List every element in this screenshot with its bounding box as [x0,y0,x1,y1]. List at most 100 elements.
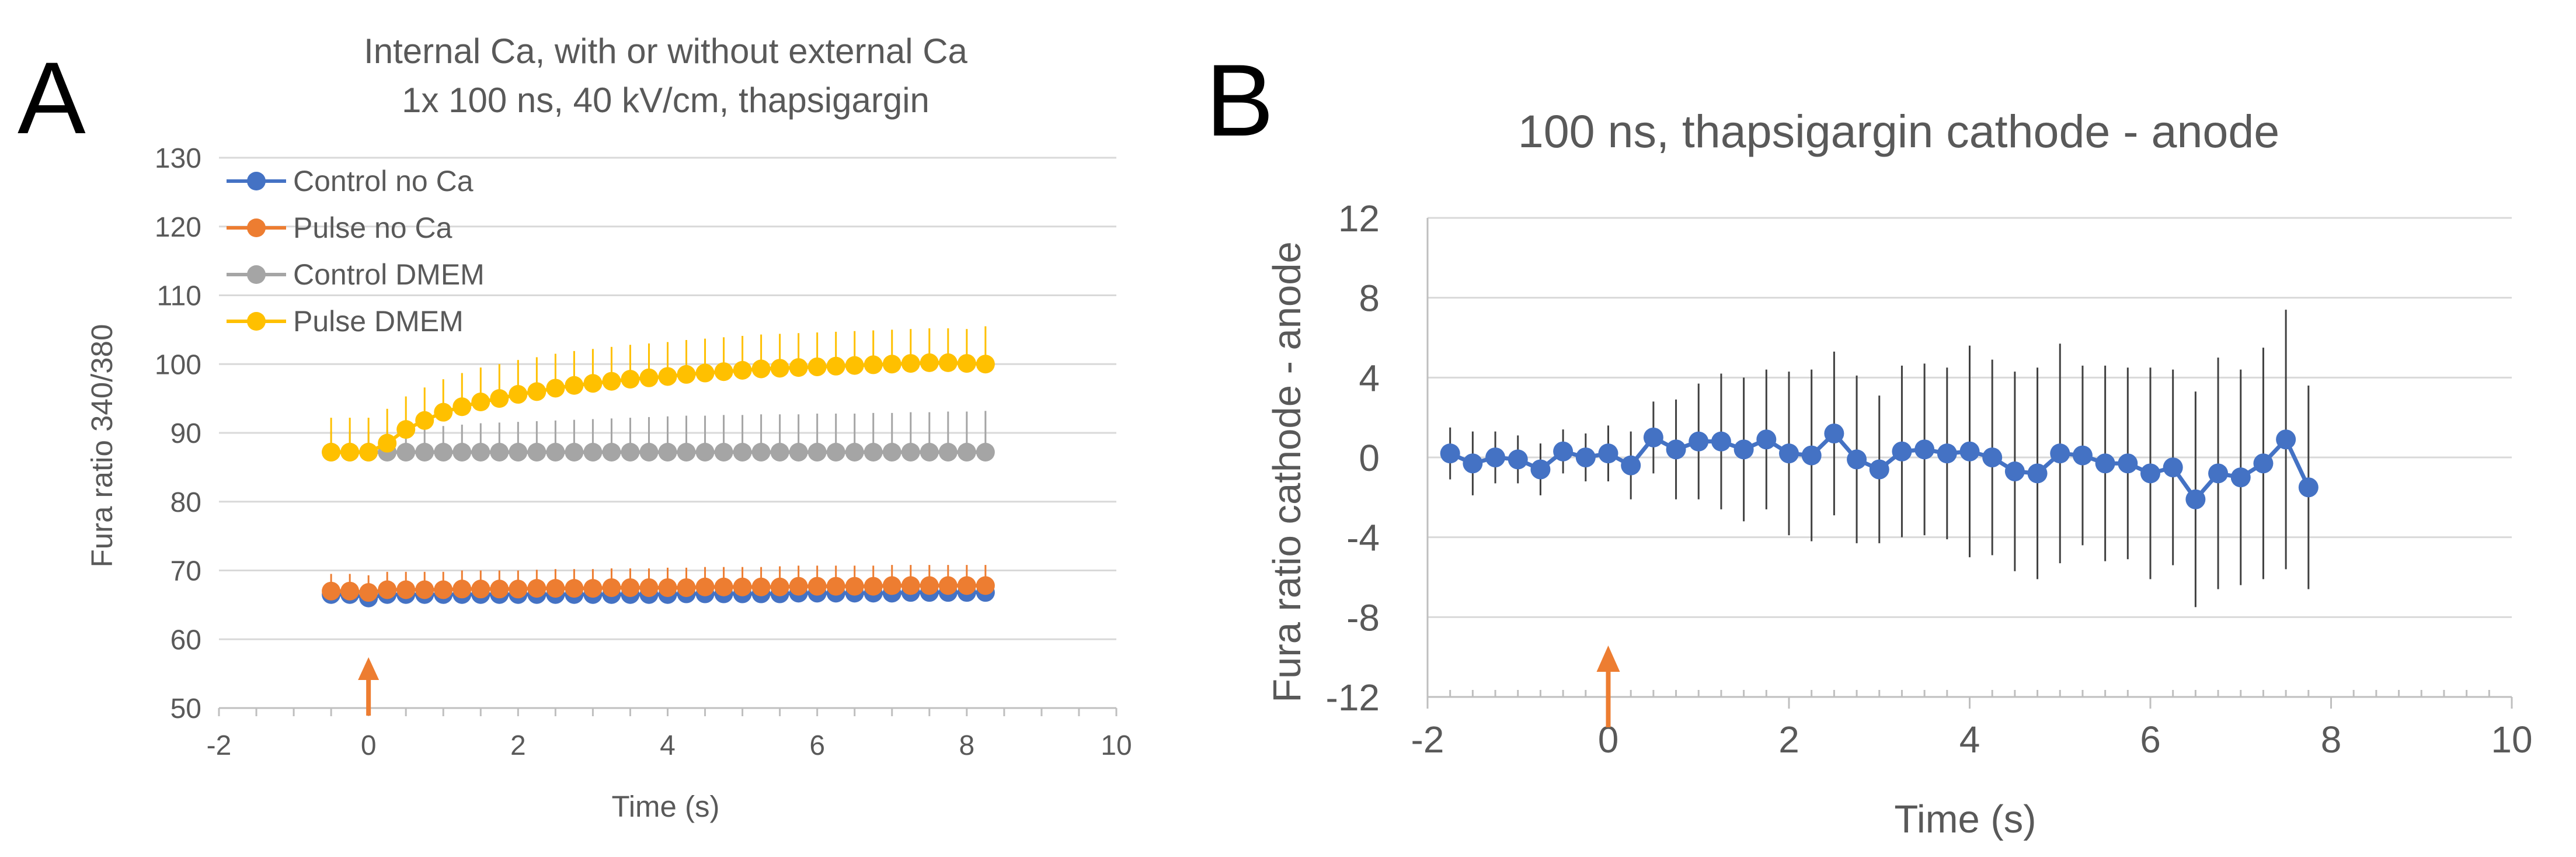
panel-a-legend-marker [247,312,266,331]
panel-a-data-point [976,576,995,595]
panel-a-data-point [864,442,883,462]
panel-a-data-point [396,442,416,462]
panel-b-data-point [2118,453,2138,474]
panel-b-data-point [1575,447,1596,467]
panel-a-y-tick-label: 100 [155,349,201,380]
panel-a-data-point [452,397,472,417]
panel-a-data-point [976,442,995,462]
panel-b-data-point [2185,489,2206,509]
panel-a-data-point [546,442,565,462]
panel-a-data-point [415,442,434,462]
panel-a-x-tick-label: 2 [510,730,526,761]
panel-a-data-point [509,580,528,599]
panel-a-tick-labels: 50 60 70 80 90 100 110 120 130 -2 0 2 4 6 8 10 [155,143,1132,761]
panel-a-data-point [415,411,434,430]
panel-a-data-point [901,576,920,595]
panel-a-data-point [677,578,696,597]
panel-b-x-tick-label: -2 [1411,719,1444,761]
panel-a-data-point [490,442,509,462]
panel-b-data-point [2072,445,2093,466]
panel-b: B 100 ns, thapsigargin cathode - anode -… [1206,44,2533,841]
panel-b-data-point [1621,455,1641,476]
panel-a-series-group [322,565,995,602]
panel-a-data-point [639,442,659,462]
panel-a-data-point [434,580,453,599]
panel-a-data-point [658,578,677,597]
panel-a-series-group [322,326,995,462]
panel-b-x-tick-label: 10 [2491,719,2532,761]
panel-a-data-point [826,442,845,462]
panel-b-data-point [2027,463,2048,484]
panel-a-letter: A [18,41,86,155]
panel-a-data-point [714,442,733,462]
panel-a-legend-label: Control no Ca [293,165,474,197]
panel-a-data-point [695,577,715,596]
panel-a-data-point [845,577,864,596]
panel-a-data-point [583,442,603,462]
panel-b-y-tick-label: -4 [1346,517,1380,559]
panel-a-data-point [340,442,360,462]
panel-b-data-point [1530,459,1551,480]
panel-a-data-point [509,442,528,462]
panel-b-y-tick-label: 0 [1359,437,1380,479]
panel-a-title-line-2: 1x 100 ns, 40 kV/cm, thapsigargin [402,81,930,120]
panel-b-data-point [1553,441,1574,462]
panel-a-legend-marker [247,218,266,237]
panel-a-x-tick-label: 0 [361,730,377,761]
panel-a-data-point [378,433,397,453]
panel-b-data-point [1485,447,1506,467]
panel-a-legend-label: Pulse DMEM [293,305,464,338]
panel-a-data-point [471,393,490,412]
panel-a-data-point [658,442,677,462]
panel-b-x-tick-label: 6 [2140,719,2161,761]
panel-a-data-point [807,357,827,376]
panel-b-series [1440,310,2319,608]
panel-a-data-point [845,356,864,375]
panel-a-x-tick-label: 4 [660,730,676,761]
panel-a-data-point [583,374,603,393]
panel-a-data-point [789,442,808,462]
panel-a-data-point [452,580,472,599]
panel-b-data-point [1982,447,2003,467]
panel-b-data-point [1959,441,1980,462]
panel-a-data-point [695,363,715,383]
panel-a-x-tick-label: 6 [809,730,825,761]
panel-a-data-point [452,442,472,462]
panel-a-data-point [546,379,565,398]
panel-a-y-tick-label: 70 [170,556,201,587]
panel-a-data-point [714,362,733,381]
panel-b-data-point [1508,449,1528,470]
panel-b-x-tick-label: 4 [1959,719,1980,761]
panel-b-data-point [1598,443,1618,464]
panel-b-data-point [2140,463,2160,484]
panel-a-data-point [882,576,901,595]
panel-a-data-point [359,442,378,462]
panel-a-y-axis-label: Fura ratio 340/380 [85,324,119,568]
panel-b-data-point [1643,427,1663,447]
panel-a-data-point [490,580,509,599]
panel-a-data-point [639,578,659,597]
panel-b-data-point [2298,477,2319,498]
panel-a-data-point [751,442,771,462]
panel-a-data-point [714,577,733,596]
panel-b-data-point [2095,453,2115,474]
panel-a-data-point [807,577,827,596]
panel-b-data-point [2276,429,2296,450]
panel-a-data-point [677,365,696,384]
panel-a-x-tick-label: 8 [959,730,974,761]
panel-a-data-point [602,578,621,597]
panel-a-data-point [602,372,621,391]
panel-b-data-point [1440,443,1460,464]
panel-a-data-point [527,382,546,401]
panel-a-title-line-1: Internal Ca, with or without external Ca [364,32,967,71]
panel-b-data-point [1801,445,1822,466]
panel-a-data-point [789,577,808,596]
panel-b-data-point [1756,429,1777,450]
panel-a-data-point [938,442,958,462]
panel-a-data-point [359,583,378,602]
panel-b-data-point [2253,453,2274,474]
panel-b-x-tick-label: 8 [2321,719,2342,761]
panel-a-data-point [751,359,771,379]
panel-a-y-tick-label: 90 [170,418,201,449]
panel-a: A Internal Ca, with or without external … [18,32,1132,823]
